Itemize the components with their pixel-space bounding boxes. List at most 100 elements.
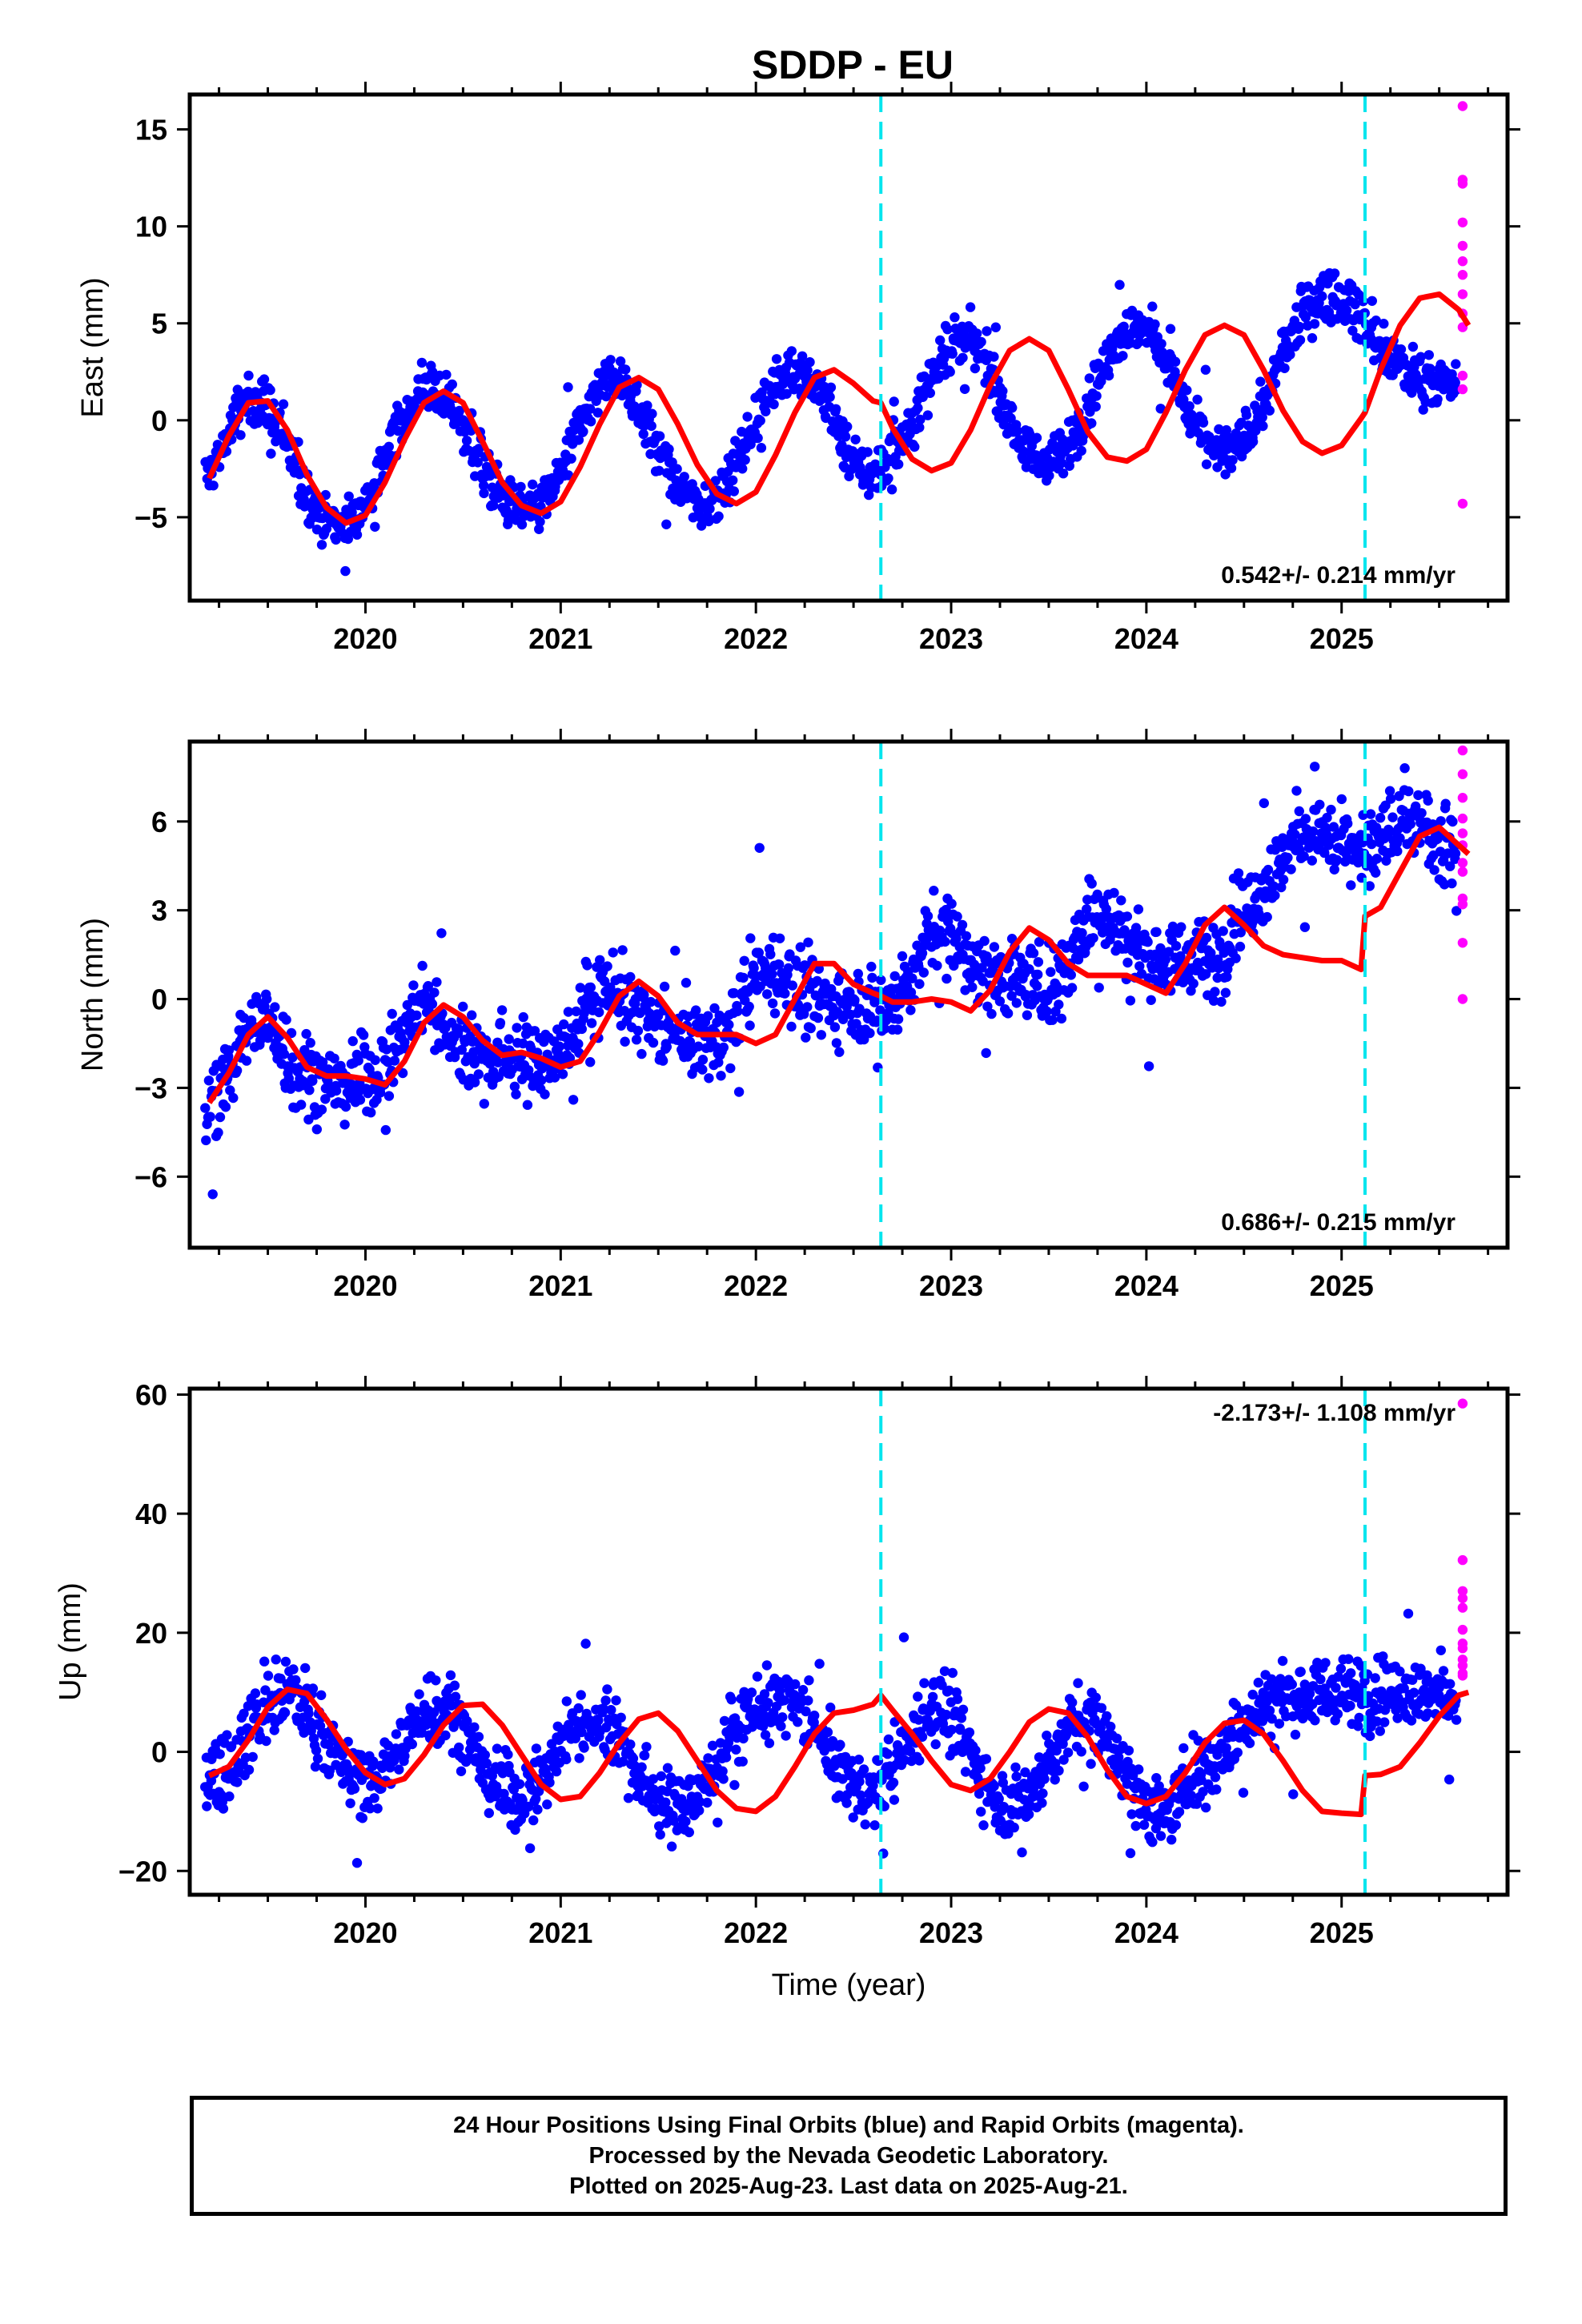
up-final-point [681,1816,691,1827]
east-final-point [737,426,747,437]
north-final-point [1024,964,1034,975]
up-final-point [542,1799,552,1810]
up-plot-area [200,1398,1470,1868]
up-final-point [919,1678,930,1688]
up-final-point [232,1777,243,1787]
up-final-point [1295,1667,1306,1677]
north-final-point [1155,943,1166,954]
north-final-point [918,967,930,978]
north-final-point [1331,854,1343,866]
up-final-point [641,1742,652,1752]
north-final-point [912,940,922,951]
north-final-point [582,960,592,971]
north-final-point [813,963,824,975]
east-x-tick-label: 2024 [1114,622,1178,655]
east-final-point [729,486,739,497]
east-final-point [1201,459,1212,469]
north-final-point [1423,795,1433,806]
up-final-point [1232,1747,1243,1758]
north-final-point [215,1112,226,1123]
east-final-point [1285,349,1295,360]
east-final-point [947,348,958,359]
north-final-point [207,1189,218,1200]
up-final-point [1253,1677,1264,1688]
east-rapid-point [1457,217,1468,227]
up-final-point [721,1752,732,1763]
north-final-point [1435,846,1446,857]
east-final-point [1279,363,1290,373]
east-final-point [965,302,976,312]
up-x-axis-label: Time (year) [772,1968,926,2002]
up-final-point [952,1694,963,1704]
up-final-point [661,1797,671,1807]
east-final-point [661,519,672,529]
up-final-point [898,1632,909,1642]
north-final-point [866,961,877,972]
up-final-point [1086,1759,1096,1769]
north-final-point [639,990,649,1000]
north-final-point [907,973,917,983]
north-final-point [1328,822,1339,832]
up-final-point [628,1753,639,1763]
east-y-tick-label: 10 [135,211,167,243]
north-final-point [1208,995,1219,1006]
north-final-point [1011,998,1022,1008]
up-final-point [351,1858,363,1868]
north-final-point [693,1041,704,1051]
processing-note-line-1: 24 Hour Positions Using Final Orbits (bl… [453,2113,1244,2138]
up-final-point [1438,1666,1449,1676]
east-rate-label: 0.542+/- 0.214 mm/yr [1221,562,1456,589]
north-final-point [834,1047,845,1057]
up-final-point [1290,1729,1301,1740]
up-final-point [804,1675,814,1686]
east-rapid-points [1457,101,1468,509]
up-final-point [860,1819,870,1830]
east-final-point [883,473,893,484]
up-final-point [1444,1774,1455,1785]
east-final-point [664,444,674,455]
east-final-point [1231,428,1242,439]
north-final-point [1092,889,1102,900]
north-final-point [967,982,978,993]
east-rapid-point [1457,370,1468,381]
up-final-point [1198,1787,1208,1797]
up-final-point [882,1749,893,1759]
up-final-point [1182,1799,1192,1810]
north-final-point [1268,881,1279,891]
up-final-point [532,1804,543,1815]
east-final-point [755,416,765,426]
up-final-point [449,1680,460,1691]
east-final-point [347,507,357,517]
north-final-point [826,983,837,995]
up-final-point [1051,1745,1062,1756]
up-final-point [1210,1772,1221,1783]
up-final-point [862,1797,873,1808]
north-y-tick-label: −3 [135,1072,167,1104]
east-final-point [1258,420,1268,432]
up-final-point [243,1764,255,1775]
up-final-point [611,1695,621,1706]
north-final-point [1143,1061,1154,1072]
up-final-point [707,1740,718,1751]
up-final-point [407,1739,417,1750]
up-final-point [469,1722,480,1732]
up-final-point [930,1739,941,1750]
north-final-point [774,933,785,944]
north-final-point [1315,799,1325,810]
north-final-point [402,999,412,1011]
north-final-point [716,1071,726,1081]
north-final-point [799,960,810,971]
north-final-point [549,1072,560,1083]
east-final-point [945,367,955,377]
north-final-point [595,955,605,966]
up-final-point [1111,1733,1122,1743]
east-final-point [383,441,394,452]
north-final-point [1235,941,1246,952]
up-final-point [858,1764,869,1775]
up-model-line [207,1687,1470,1818]
north-rate-label: 0.686+/- 0.215 mm/yr [1221,1209,1456,1236]
north-final-point [602,961,612,971]
north-final-point [1326,804,1336,815]
east-final-point [1214,424,1224,435]
up-final-point [927,1691,938,1703]
